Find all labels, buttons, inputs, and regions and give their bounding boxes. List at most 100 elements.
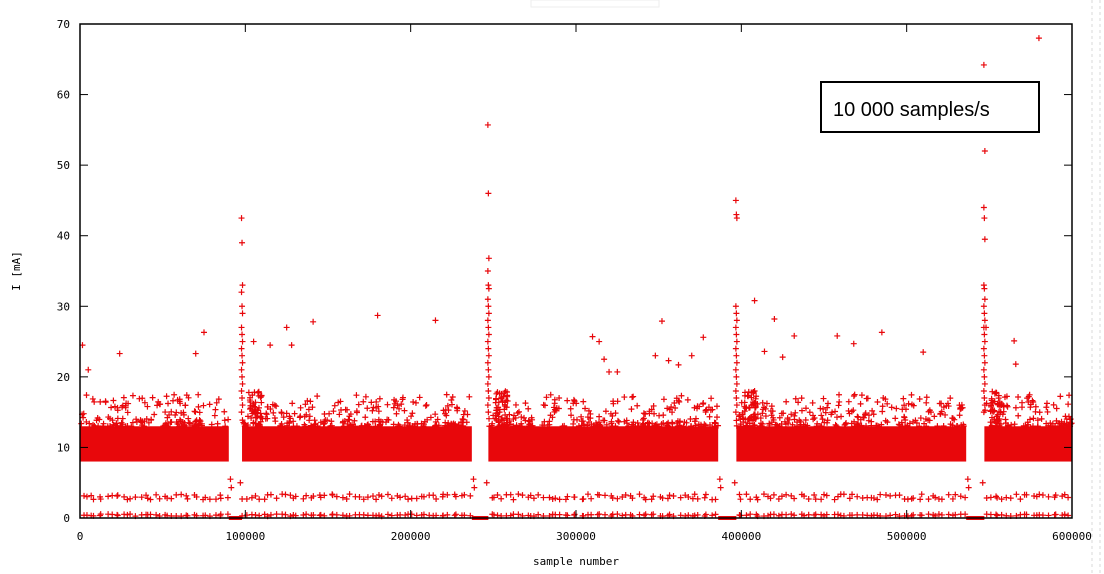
spike-point [733,310,740,317]
band-base-point [702,511,709,518]
gap-transition-point [965,484,972,491]
outlier-point [432,317,439,324]
band-lower-point [252,492,259,499]
outlier-point [700,334,707,341]
band-top-point [526,421,533,428]
band-top-point [937,410,944,417]
spike-point [981,317,988,324]
band-lower-point [1023,491,1030,498]
band-base-point [812,511,819,518]
band-lower-point [444,491,451,498]
spike-shoulder-point [752,403,759,410]
band-base-point [685,512,692,519]
band-top-point [702,422,709,429]
band-top-point [784,415,791,422]
band-top-point [845,398,852,405]
band-top-point [623,420,630,427]
band-top-point [513,422,520,429]
band-top-point [603,421,610,428]
band-lower-point [90,496,97,503]
band-lower-point [153,491,160,498]
band-lower-point [168,495,175,502]
band-top-point [649,420,656,427]
band-base-point [402,512,409,519]
outlier-point [761,348,768,355]
band-top-point [171,391,178,398]
band-top-point [587,410,594,417]
gap-transition-point [964,476,971,483]
band-top-point [404,417,411,424]
band-top-point [947,395,954,402]
spike-point [732,387,739,394]
spike-shoulder-point [252,408,259,415]
band-top-point [733,422,740,429]
band-top-point [321,418,328,425]
band-top-point [916,423,923,430]
band-top-point [393,410,400,417]
band-top-point [176,396,183,403]
band-top-point [290,423,297,430]
band-top-point [459,422,466,429]
band-top-point [987,419,994,426]
band-top-point [1066,392,1073,399]
band-top-point [669,419,676,426]
band-top-point [136,395,143,402]
band-top-point [109,417,116,424]
spike-point [981,215,988,222]
band-top-point [802,423,809,430]
band-top-point [564,397,571,404]
spike-point [485,285,492,292]
band-base-point [818,511,825,518]
band-top-point [556,394,563,401]
band-top-point [634,402,641,409]
band-top-point [125,400,132,407]
band-top-point [699,401,706,408]
band-top-point [1025,398,1032,405]
band-lower-point [767,495,774,502]
spike-point [485,331,492,338]
band-top-point [820,406,827,413]
spike-shoulder-point [995,395,1002,402]
band-top-point [351,417,358,424]
band-top-point [1032,403,1039,410]
band-lower-point [321,492,328,499]
band-top-point [711,423,718,430]
band-top-point [879,408,886,415]
band-top-point [161,422,168,429]
band-top-point [90,421,97,428]
band-top-point [873,422,880,429]
outlier-point [675,361,682,368]
spike-point [733,395,740,402]
band-top-point [372,418,379,425]
spike-point [733,359,740,366]
band-top-point [466,393,473,400]
gap-transition-point [228,484,235,491]
band-top-point [154,402,161,409]
band-top-point [570,420,577,427]
outlier-point [614,368,621,375]
band-base-point [1052,511,1059,518]
band-top-point [191,408,198,415]
band-top-point [432,418,439,425]
band-lower-point [983,495,990,502]
band-top-point [923,423,930,430]
band-top-point [1015,412,1022,419]
band-top-point [180,411,187,418]
band-lower-point [384,491,391,498]
band-top-point [449,394,456,401]
band-top-point [1024,395,1031,402]
outlier-point [192,350,199,357]
band-base-point [97,511,104,518]
band-top-point [211,412,218,419]
band-top-point [182,402,189,409]
band-base-point [998,511,1005,518]
band-lower-point [994,494,1001,501]
spike-shoulder-point [742,416,749,423]
band-top-point [145,419,152,426]
band-lower-point [677,494,684,501]
band-base-point [805,511,812,518]
band-top-point [836,398,843,405]
spike-point [732,409,739,416]
band-base-point [993,511,1000,518]
band-top-point [687,416,694,423]
